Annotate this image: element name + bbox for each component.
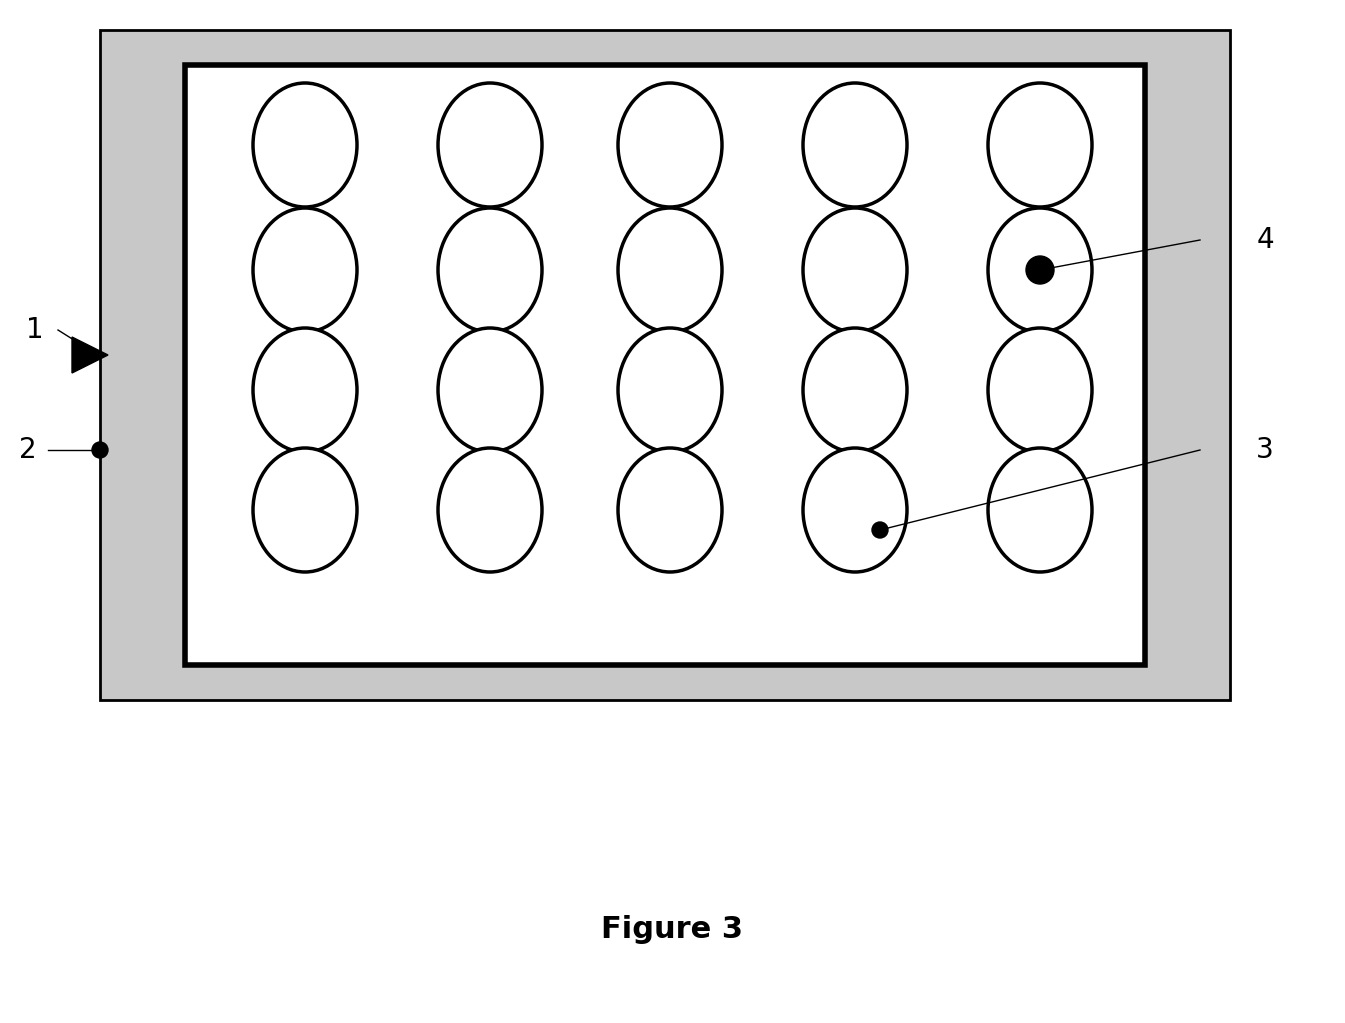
Text: Figure 3: Figure 3 (601, 916, 742, 944)
Ellipse shape (253, 328, 356, 452)
Ellipse shape (989, 448, 1092, 572)
Ellipse shape (438, 448, 542, 572)
Ellipse shape (803, 208, 907, 332)
Text: 2: 2 (19, 436, 36, 464)
Ellipse shape (989, 328, 1092, 452)
Ellipse shape (253, 83, 356, 207)
Ellipse shape (617, 328, 722, 452)
Ellipse shape (989, 208, 1092, 332)
Circle shape (1026, 256, 1054, 284)
Text: 1: 1 (26, 316, 44, 344)
Text: 3: 3 (1256, 436, 1274, 464)
Ellipse shape (803, 83, 907, 207)
Ellipse shape (438, 208, 542, 332)
Bar (186, 65, 1145, 665)
Ellipse shape (438, 83, 542, 207)
Ellipse shape (253, 208, 356, 332)
Circle shape (91, 442, 108, 458)
Ellipse shape (617, 448, 722, 572)
Ellipse shape (617, 83, 722, 207)
Polygon shape (73, 337, 108, 373)
Ellipse shape (438, 328, 542, 452)
Ellipse shape (803, 328, 907, 452)
Circle shape (872, 522, 888, 538)
Text: 4: 4 (1256, 226, 1274, 254)
Ellipse shape (253, 448, 356, 572)
Ellipse shape (617, 208, 722, 332)
Bar (100, 30, 1229, 700)
Ellipse shape (803, 448, 907, 572)
Ellipse shape (989, 83, 1092, 207)
